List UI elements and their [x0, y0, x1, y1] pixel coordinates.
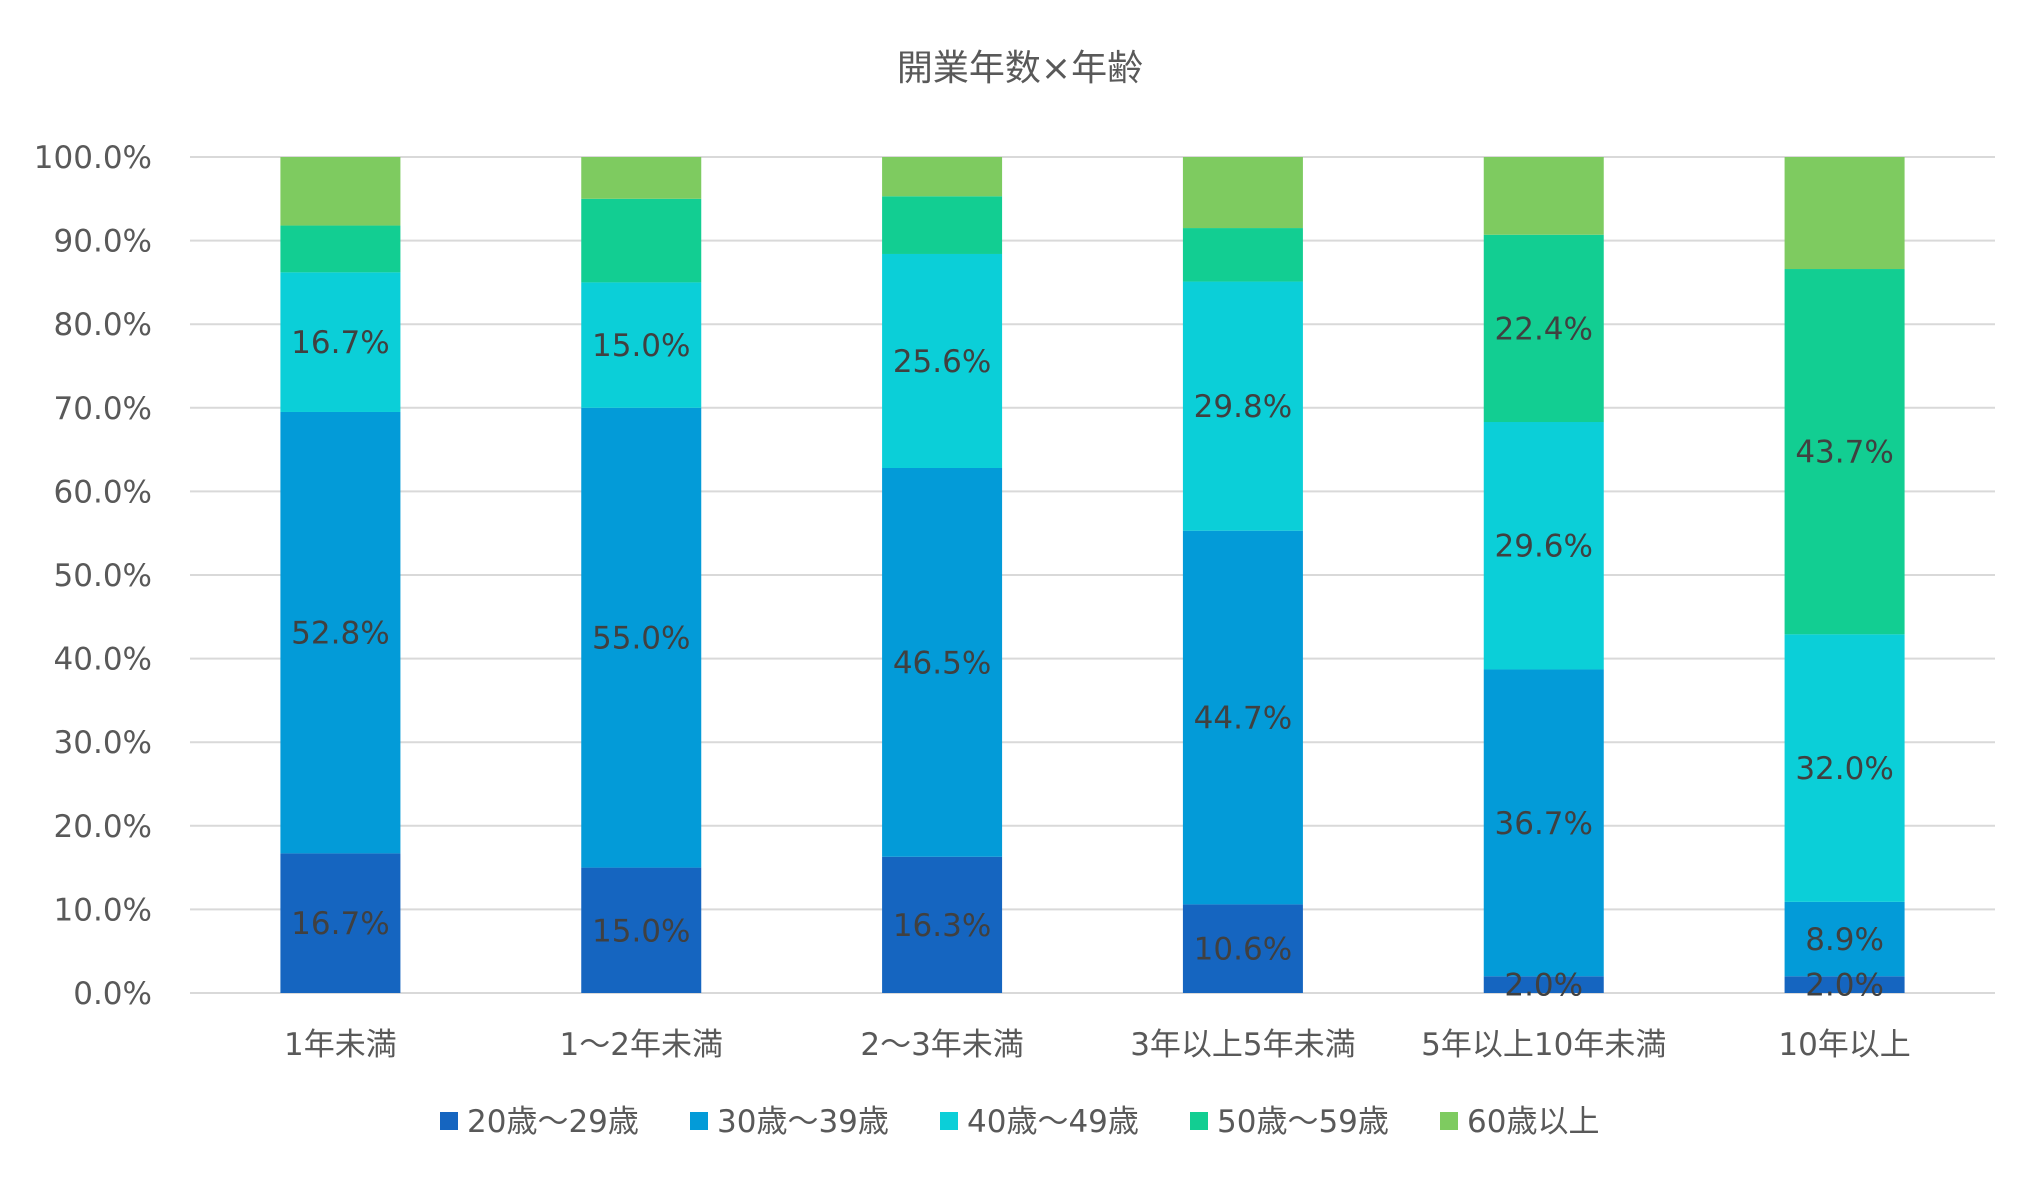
bar-segment [280, 157, 401, 226]
legend-swatch [1440, 1112, 1458, 1130]
data-label: 2.0% [1805, 968, 1884, 1004]
y-tick-label: 0.0% [73, 976, 152, 1012]
bar-segment [1784, 976, 1905, 993]
x-tick-label: 2～3年未満 [860, 1027, 1023, 1063]
legend: 20歳～29歳 30歳～39歳 40歳～49歳 50歳～59歳 60歳以上 [440, 1104, 1599, 1140]
bar-segment [882, 467, 1003, 857]
bar-segment [581, 867, 702, 993]
legend-swatch [690, 1112, 708, 1130]
legend-swatch [440, 1112, 458, 1130]
data-label: 46.5% [893, 645, 991, 681]
legend-swatch [940, 1112, 958, 1130]
bar-segment [1483, 976, 1604, 993]
data-label: 32.0% [1795, 751, 1893, 787]
bar-segment [581, 282, 702, 408]
bar-segment [1182, 228, 1303, 282]
x-tick-label: 3年以上5年未満 [1130, 1027, 1355, 1063]
y-tick-label: 80.0% [54, 307, 152, 343]
bar-segment [1784, 901, 1905, 977]
y-tick-label: 30.0% [54, 725, 152, 761]
bar-segment [581, 198, 702, 283]
legend-label: 20歳～29歳 [467, 1104, 639, 1140]
data-label: 25.6% [893, 344, 991, 380]
data-labels: 16.7% 52.8% 16.7% 15.0% 55.0% 15.0% 16.3% 46.5%… [291, 311, 1894, 1003]
x-tick-label: 5年以上10年未満 [1421, 1027, 1666, 1063]
legend-swatch [1190, 1112, 1208, 1130]
bar-segment [1483, 157, 1604, 235]
data-label: 8.9% [1805, 922, 1884, 958]
bar-segment [1483, 234, 1604, 423]
data-label: 15.0% [592, 913, 690, 949]
bar-segment [882, 196, 1003, 254]
data-label: 22.4% [1495, 311, 1593, 347]
legend-label: 30歳～39歳 [717, 1104, 889, 1140]
data-label: 43.7% [1795, 435, 1893, 471]
y-tick-label: 60.0% [54, 474, 152, 510]
y-tick-label: 10.0% [54, 892, 152, 928]
data-label: 10.6% [1194, 932, 1292, 968]
bar-segment [1182, 530, 1303, 905]
legend-label: 60歳以上 [1467, 1104, 1599, 1140]
bar-segment [882, 253, 1003, 468]
data-label: 44.7% [1194, 701, 1292, 737]
x-tick-label: 1～2年未満 [560, 1027, 723, 1063]
data-label: 16.7% [291, 906, 389, 942]
x-tick-label: 1年未満 [284, 1027, 397, 1063]
y-tick-label: 50.0% [54, 558, 152, 594]
y-tick-label: 90.0% [54, 224, 152, 260]
bar-segment [882, 157, 1003, 197]
x-tick-label: 10年以上 [1778, 1027, 1910, 1063]
bar-segment [280, 272, 401, 412]
bar-segment [1182, 904, 1303, 993]
gridlines [190, 156, 1995, 994]
bar-segment [1483, 669, 1604, 977]
data-label: 16.7% [291, 325, 389, 361]
data-label: 15.0% [592, 328, 690, 364]
bars [280, 157, 1905, 993]
chart-title: 開業年数×年齢 [897, 48, 1143, 89]
data-label: 29.6% [1495, 529, 1593, 565]
bar-segment [882, 856, 1003, 993]
legend-label: 40歳～49歳 [967, 1104, 1139, 1140]
data-label: 36.7% [1495, 806, 1593, 842]
y-axis: 0.0% 10.0% 20.0% 30.0% 40.0% 50.0% 60.0% 70.0% 8… [34, 140, 152, 1012]
bar-segment [280, 853, 401, 993]
bar-segment [581, 157, 702, 199]
data-label: 2.0% [1504, 968, 1583, 1004]
y-tick-label: 100.0% [34, 140, 152, 176]
bar-segment [1182, 281, 1303, 531]
bar-segment [280, 225, 401, 273]
bar-segment [1784, 634, 1905, 902]
data-label: 52.8% [291, 616, 389, 652]
y-tick-label: 40.0% [54, 642, 152, 678]
bar-segment [1483, 422, 1604, 670]
y-tick-label: 20.0% [54, 809, 152, 845]
data-label: 29.8% [1194, 389, 1292, 425]
data-label: 55.0% [592, 621, 690, 657]
bar-segment [1784, 269, 1905, 635]
bar-segment [1182, 157, 1303, 229]
bar-segment [581, 407, 702, 868]
legend-label: 50歳～59歳 [1217, 1104, 1389, 1140]
data-label: 16.3% [893, 908, 991, 944]
x-axis: 1年未満 1～2年未満 2～3年未満 3年以上5年未満 5年以上10年未満 10年以上 [284, 1027, 1911, 1063]
bar-segment [280, 411, 401, 854]
y-tick-label: 70.0% [54, 391, 152, 427]
bar-segment [1784, 157, 1905, 270]
